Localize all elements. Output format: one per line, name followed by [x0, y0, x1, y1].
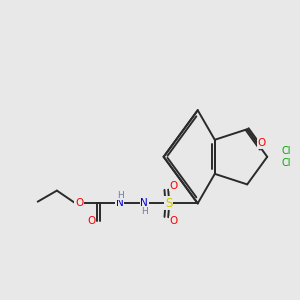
Text: S: S	[165, 197, 172, 210]
Text: H: H	[142, 207, 148, 216]
Text: O: O	[170, 181, 178, 191]
Text: Cl: Cl	[282, 158, 291, 168]
Text: O: O	[170, 216, 178, 226]
Text: Cl: Cl	[282, 146, 291, 156]
Text: O: O	[257, 138, 265, 148]
Text: H: H	[117, 191, 124, 200]
Text: N: N	[116, 198, 124, 208]
Text: O: O	[87, 216, 95, 226]
Text: O: O	[75, 198, 83, 208]
Text: N: N	[140, 198, 148, 208]
